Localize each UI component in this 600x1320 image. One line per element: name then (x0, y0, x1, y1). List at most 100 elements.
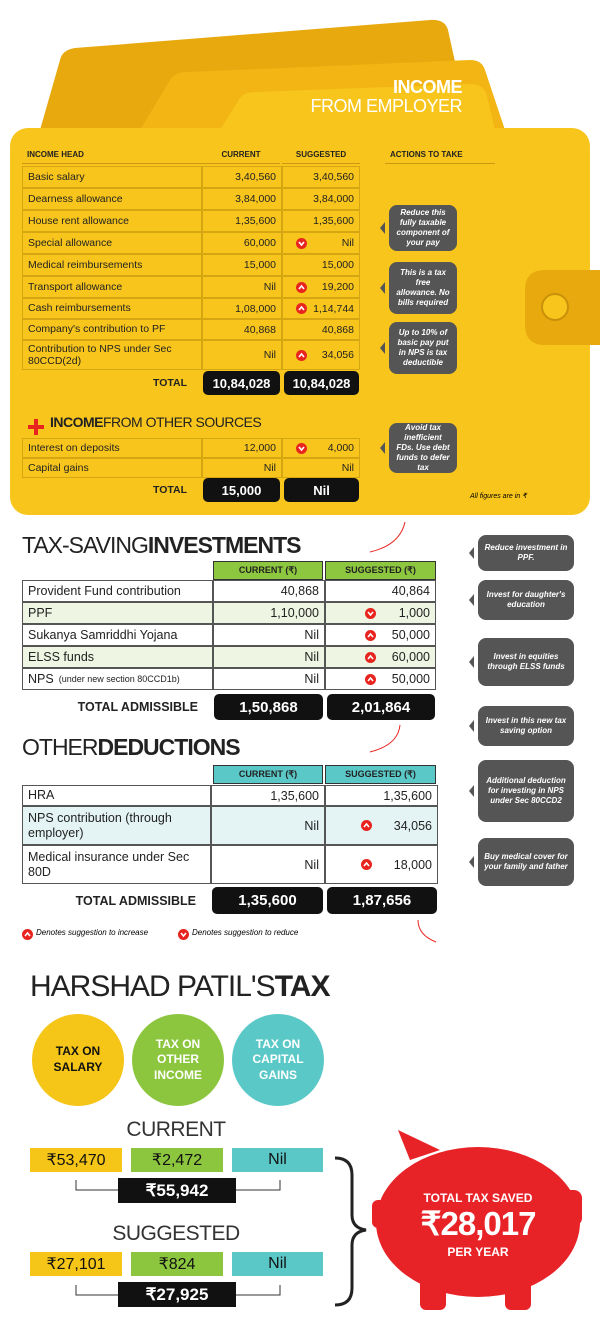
row-label: NPS contribution (through employer) (22, 806, 211, 845)
action-callout: Additional deduction for investing in NP… (469, 760, 574, 822)
total-label: TOTAL (152, 484, 187, 496)
row-label: Medical insurance under Sec 80D (22, 845, 211, 884)
label-text: HRA (28, 788, 55, 803)
suggested-value: 3,84,000 (282, 188, 360, 210)
row-label: Capital gains (22, 458, 202, 478)
row-label: Dearness allowance (22, 188, 202, 210)
label-text: Special allowance (28, 236, 113, 249)
row-label: Basic salary (22, 166, 202, 188)
current-value: Nil (202, 340, 282, 370)
label-text: Basic salary (28, 170, 85, 183)
reduce-marker (296, 442, 307, 454)
row-label: Transport allowance (22, 276, 202, 298)
row-label: Contribution to NPS under Sec 80CCD(2d) (22, 340, 202, 370)
row-label: Special allowance (22, 232, 202, 254)
tax-total: ₹55,942 (118, 1178, 236, 1203)
row-label: Medical reimbursements (22, 254, 202, 276)
saved-label: TOTAL TAX SAVED (423, 1191, 533, 1205)
row-label: ELSS funds (22, 646, 213, 668)
title-light: FROM OTHER SOURCES (103, 414, 262, 430)
label-text: Capital gains (28, 461, 89, 474)
current-value: 3,84,000 (202, 188, 282, 210)
action-callout: Reduce investment in PPF. (469, 535, 574, 571)
arrow (417, 919, 437, 943)
action-callout: Invest for daughter's education (469, 580, 574, 620)
suggested-value: 15,000 (282, 254, 360, 276)
legend-text: Denotes suggestion to reduce (192, 928, 299, 937)
tax-head-circle: TAX ON SALARY (32, 1014, 124, 1106)
reduce-marker (365, 607, 376, 619)
scenario-label: SUGGESTED (112, 1222, 240, 1245)
current-value: Nil (213, 668, 325, 690)
row-label: Company's contribution to PF (22, 319, 202, 340)
row-label: Provident Fund contribution (22, 580, 213, 602)
title-bold: INVESTMENTS (147, 532, 302, 558)
increase-marker (296, 303, 307, 314)
wallet-front-tab (220, 84, 495, 130)
increase-marker (296, 349, 307, 361)
section-title: TAX-SAVINGINVESTMENTS (22, 532, 302, 559)
total-suggested: Nil (284, 478, 359, 502)
wallet-button (541, 293, 569, 321)
title-light: TAX-SAVING (22, 532, 149, 558)
current-value: Nil (202, 458, 282, 478)
current-value: 1,10,000 (213, 602, 325, 624)
tax-value: ₹27,101 (30, 1252, 122, 1276)
column-header: SUGGESTED (₹) (325, 561, 436, 580)
current-value: Nil (202, 276, 282, 298)
total-suggested: 2,01,864 (327, 694, 435, 720)
section-title: HARSHAD PATIL'STAX (30, 970, 330, 1004)
arrow (369, 521, 406, 553)
legend-text: Denotes suggestion to increase (36, 928, 149, 937)
row-label: PPF (22, 602, 213, 624)
suggested-value: Nil (282, 232, 360, 254)
suggested-value: 19,200 (282, 276, 360, 298)
title-bold: INCOME (393, 77, 463, 97)
row-label: Interest on deposits (22, 438, 202, 458)
suggested-value: 1,35,600 (325, 785, 438, 806)
action-callout: Invest in this new tax saving option (469, 706, 574, 746)
action-callout: Up to 10% of basic pay put in NPS is tax… (380, 322, 457, 374)
tax-value: ₹53,470 (30, 1148, 122, 1172)
section-title: INCOME FROM EMPLOYER (0, 78, 462, 116)
suggested-value: 1,14,744 (282, 298, 360, 319)
current-value: 1,35,600 (211, 785, 325, 806)
title-light: OTHER (22, 734, 98, 760)
suggested-value: 34,056 (282, 340, 360, 370)
current-value: 1,08,000 (202, 298, 282, 319)
saved-period: PER YEAR (447, 1245, 509, 1259)
row-label: HRA (22, 785, 211, 806)
total-current: 15,000 (203, 478, 280, 502)
action-callout: Invest in equities through ELSS funds (469, 638, 574, 686)
row-label: NPS (under new section 80CCD1b) (22, 668, 213, 690)
column-header: SUGGESTED (282, 146, 360, 164)
row-label: Cash reimbursements (22, 298, 202, 319)
label-text: Transport allowance (28, 280, 123, 293)
current-value: 3,40,560 (202, 166, 282, 188)
saved-value: ₹28,017 (420, 1205, 537, 1242)
increase-marker (361, 859, 372, 870)
increase-marker (361, 820, 372, 831)
current-value: Nil (213, 624, 325, 646)
title-bold: INCOME (50, 414, 104, 430)
column-header: CURRENT (₹) (213, 561, 323, 580)
total-current: 10,84,028 (203, 371, 280, 395)
current-value: 15,000 (202, 254, 282, 276)
total-label: TOTAL ADMISSIBLE (77, 700, 198, 714)
current-value: 40,868 (202, 319, 282, 340)
current-value: 12,000 (202, 438, 282, 458)
total-label: TOTAL (152, 377, 187, 389)
tax-total: ₹27,925 (118, 1282, 236, 1307)
brace (334, 1156, 367, 1307)
section-title: INCOMEFROM OTHER SOURCES (50, 414, 262, 430)
title-light: FROM EMPLOYER (310, 96, 462, 116)
label-note: (under new section 80CCD1b) (58, 673, 180, 684)
title-bold: DEDUCTIONS (97, 734, 241, 760)
row-label: Sukanya Samriddhi Yojana (22, 624, 213, 646)
label-text: Dearness allowance (28, 192, 123, 205)
total-suggested: 10,84,028 (284, 371, 359, 395)
suggested-value: 50,000 (325, 624, 436, 646)
current-value: 60,000 (202, 232, 282, 254)
current-value: 1,35,600 (202, 210, 282, 232)
